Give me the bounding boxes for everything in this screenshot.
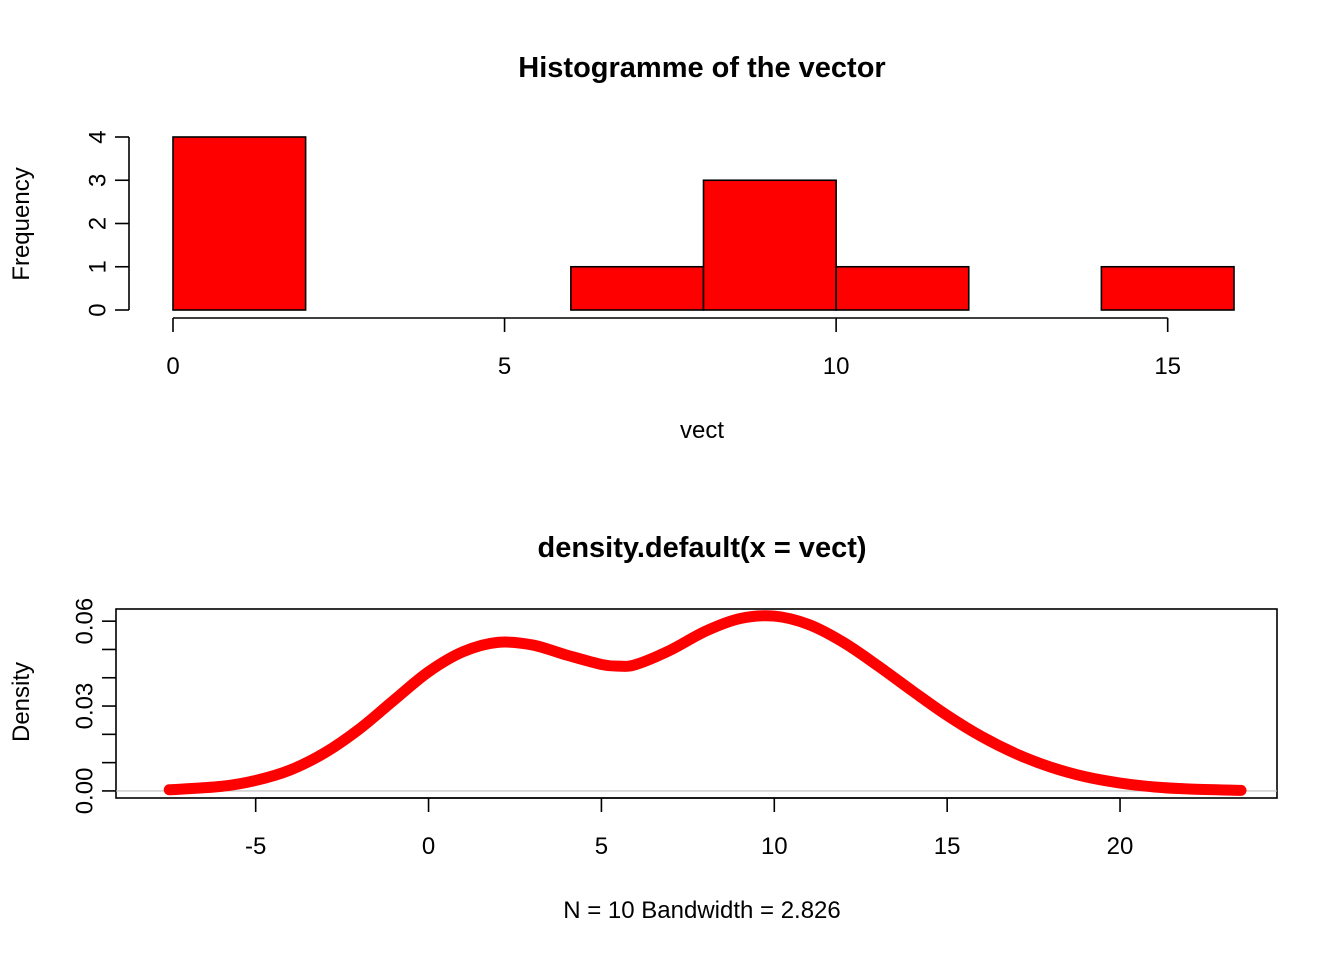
density-panel: density.default(x = vect) N = 10 Bandwid… (8, 532, 1278, 924)
density-curve (163, 610, 1247, 796)
histogram-x-axis-label: vect (680, 417, 724, 444)
histogram-x-axis: 0 5 10 15 (166, 317, 1181, 380)
histogram-panel: Histogramme of the vector vect Frequency… (8, 52, 1235, 444)
histogram-bar (570, 265, 705, 311)
density-x-tick-label: 15 (934, 833, 961, 860)
density-y-tick-label: 0.00 (72, 768, 99, 815)
histogram-y-tick-label: 1 (85, 260, 112, 273)
histogram-bar (835, 265, 970, 311)
density-x-tick-label: 0 (422, 833, 435, 860)
histogram-y-axis-label: Frequency (8, 167, 35, 280)
density-y-tick-label: 0.06 (72, 598, 99, 645)
histogram-x-tick-label: 0 (166, 353, 179, 380)
histogram-y-axis: 0 1 2 3 4 (85, 130, 130, 317)
density-x-tick-label: 20 (1107, 833, 1134, 860)
density-title: density.default(x = vect) (537, 532, 866, 564)
histogram-y-tick-label: 3 (85, 174, 112, 187)
histogram-bar (1100, 265, 1235, 311)
histogram-y-tick-label: 0 (85, 303, 112, 316)
histogram-y-tick-label: 4 (85, 130, 112, 143)
density-x-axis-label: N = 10 Bandwidth = 2.826 (563, 897, 841, 924)
histogram-bars (172, 136, 1235, 311)
histogram-bar (172, 136, 307, 311)
density-x-tick-label: -5 (245, 833, 266, 860)
density-x-tick-label: 10 (761, 833, 788, 860)
density-y-axis-label: Density (8, 662, 35, 742)
histogram-x-tick-label: 5 (498, 353, 511, 380)
density-x-tick-label: 5 (595, 833, 608, 860)
histogram-title: Histogramme of the vector (518, 52, 885, 84)
histogram-x-tick-label: 10 (823, 353, 850, 380)
histogram-x-tick-label: 15 (1154, 353, 1181, 380)
density-y-axis: 0.00 0.03 0.06 (72, 598, 116, 815)
histogram-y-tick-label: 2 (85, 217, 112, 230)
histogram-bar (702, 179, 837, 311)
density-y-tick-label: 0.03 (72, 683, 99, 730)
density-x-axis: -5 0 5 10 15 20 (245, 797, 1134, 860)
